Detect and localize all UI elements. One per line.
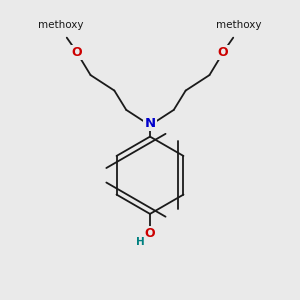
Text: O: O (72, 46, 83, 59)
Text: methoxy: methoxy (216, 20, 262, 30)
Text: H: H (136, 236, 145, 247)
Text: methoxy: methoxy (38, 20, 84, 30)
Text: N: N (144, 117, 156, 130)
Text: O: O (218, 46, 228, 59)
Text: O: O (145, 227, 155, 240)
